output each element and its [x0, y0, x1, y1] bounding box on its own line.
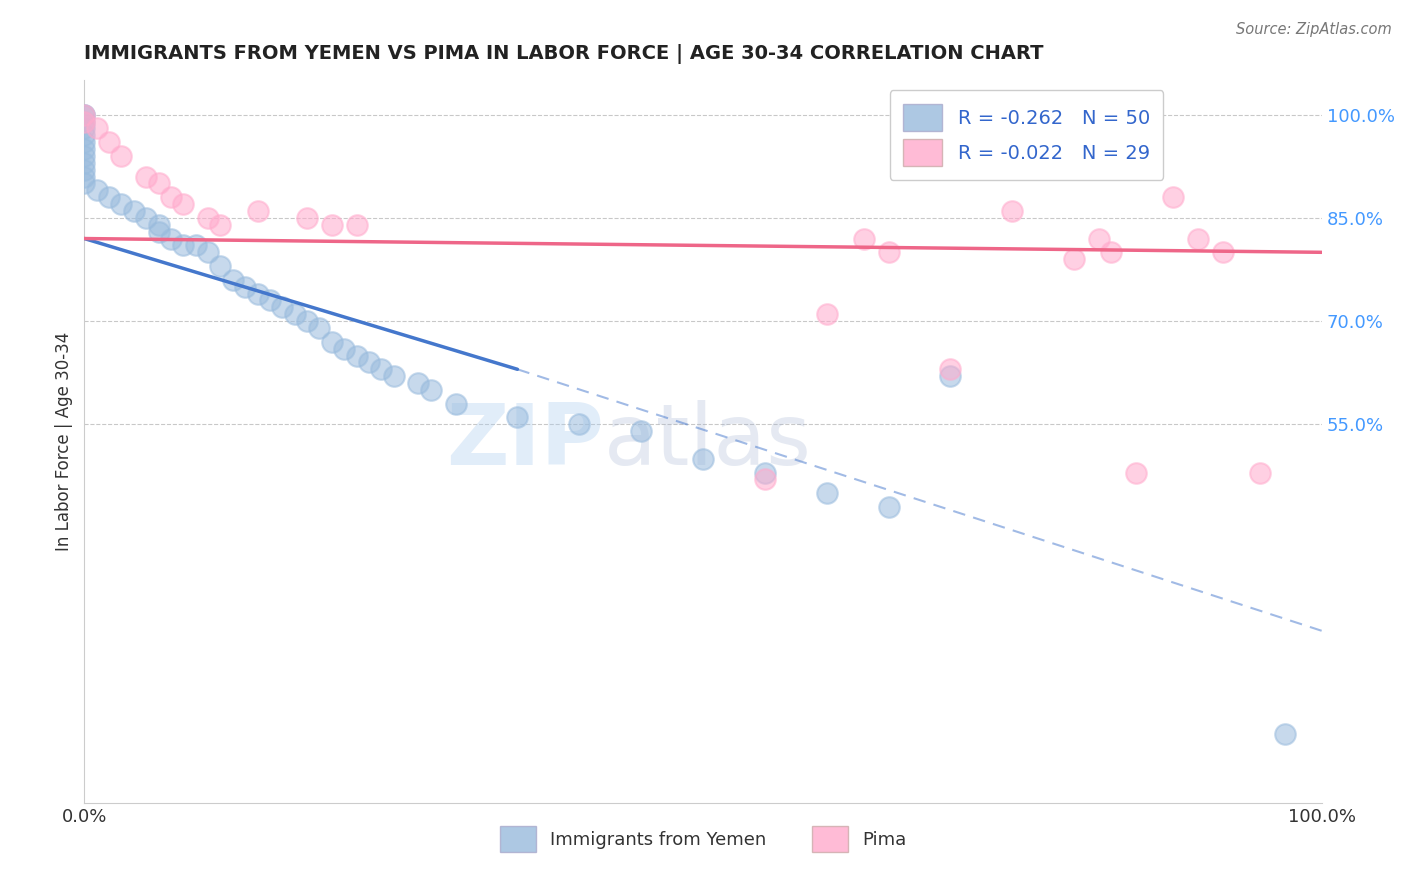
Point: [73, 142, 96, 156]
Point: [246, 286, 269, 301]
Legend: Immigrants from Yemen, Pima: Immigrants from Yemen, Pima: [492, 819, 914, 859]
Point: [160, 231, 183, 245]
Point: [73, 114, 96, 128]
Point: [419, 383, 441, 397]
Point: [382, 369, 405, 384]
Point: [939, 362, 962, 376]
Point: [135, 211, 157, 225]
Point: [357, 355, 380, 369]
Point: [1161, 190, 1184, 204]
Point: [73, 108, 96, 122]
Point: [209, 218, 232, 232]
Point: [271, 301, 294, 315]
Point: [877, 500, 900, 514]
Point: [630, 424, 652, 438]
Point: [73, 114, 96, 128]
Point: [295, 211, 318, 225]
Point: [284, 307, 307, 321]
Text: Source: ZipAtlas.com: Source: ZipAtlas.com: [1236, 22, 1392, 37]
Point: [754, 466, 776, 480]
Point: [73, 108, 96, 122]
Point: [692, 451, 714, 466]
Point: [86, 183, 108, 197]
Point: [98, 190, 121, 204]
Point: [295, 314, 318, 328]
Point: [1063, 252, 1085, 267]
Point: [197, 245, 219, 260]
Point: [73, 108, 96, 122]
Point: [1274, 727, 1296, 741]
Point: [815, 307, 838, 321]
Point: [346, 349, 368, 363]
Point: [259, 293, 281, 308]
Point: [197, 211, 219, 225]
Point: [110, 149, 132, 163]
Point: [444, 397, 467, 411]
Point: [1088, 231, 1111, 245]
Point: [73, 135, 96, 149]
Point: [370, 362, 392, 376]
Text: ZIP: ZIP: [446, 400, 605, 483]
Text: IMMIGRANTS FROM YEMEN VS PIMA IN LABOR FORCE | AGE 30-34 CORRELATION CHART: IMMIGRANTS FROM YEMEN VS PIMA IN LABOR F…: [84, 45, 1043, 64]
Point: [815, 486, 838, 500]
Point: [73, 128, 96, 143]
Point: [184, 238, 207, 252]
Point: [148, 218, 170, 232]
Point: [172, 197, 194, 211]
Point: [222, 273, 245, 287]
Point: [86, 121, 108, 136]
Point: [73, 156, 96, 170]
Point: [135, 169, 157, 184]
Point: [1212, 245, 1234, 260]
Point: [148, 225, 170, 239]
Point: [73, 177, 96, 191]
Point: [308, 321, 330, 335]
Point: [939, 369, 962, 384]
Point: [73, 121, 96, 136]
Text: atlas: atlas: [605, 400, 813, 483]
Point: [506, 410, 529, 425]
Point: [110, 197, 132, 211]
Point: [1187, 231, 1209, 245]
Point: [408, 376, 430, 390]
Point: [73, 169, 96, 184]
Point: [754, 472, 776, 486]
Point: [1001, 204, 1024, 219]
Point: [160, 190, 183, 204]
Point: [568, 417, 591, 432]
Point: [346, 218, 368, 232]
Point: [209, 259, 232, 273]
Point: [233, 279, 256, 293]
Point: [73, 162, 96, 177]
Point: [333, 342, 356, 356]
Point: [1125, 466, 1147, 480]
Point: [246, 204, 269, 219]
Point: [73, 149, 96, 163]
Point: [1249, 466, 1271, 480]
Y-axis label: In Labor Force | Age 30-34: In Labor Force | Age 30-34: [55, 332, 73, 551]
Point: [877, 245, 900, 260]
Point: [98, 135, 121, 149]
Point: [321, 218, 343, 232]
Point: [148, 177, 170, 191]
Point: [122, 204, 145, 219]
Point: [172, 238, 194, 252]
Point: [852, 231, 875, 245]
Point: [1099, 245, 1122, 260]
Point: [321, 334, 343, 349]
